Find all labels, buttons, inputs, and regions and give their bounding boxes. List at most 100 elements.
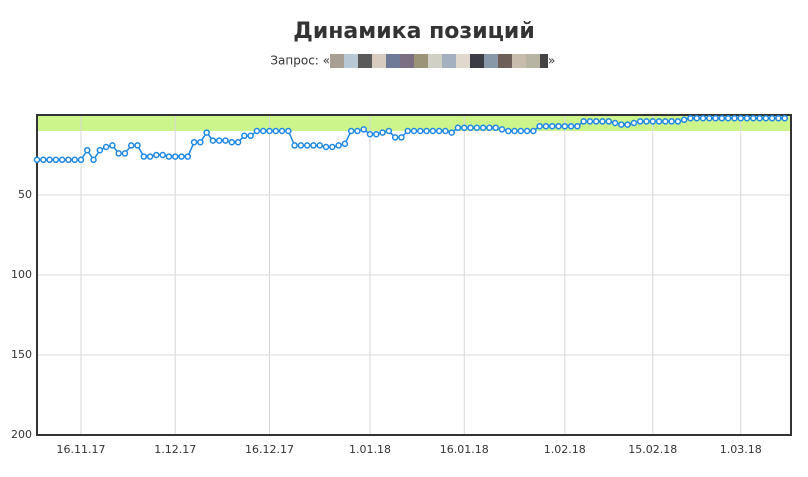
data-point [473, 124, 481, 132]
x-tick-label: 1.01.18 [349, 443, 391, 456]
data-point [511, 127, 518, 135]
data-point [58, 156, 66, 164]
data-point [115, 150, 122, 157]
data-point [662, 118, 669, 125]
data-point [354, 127, 361, 135]
data-point [222, 137, 229, 144]
data-point [724, 114, 732, 122]
data-point [310, 142, 317, 149]
y-tick-label: 100 [11, 268, 32, 281]
data-point [153, 151, 160, 159]
data-point [373, 130, 380, 138]
data-point [278, 127, 286, 135]
y-tick-label: 50 [18, 188, 32, 201]
data-point [542, 122, 550, 130]
data-point [592, 118, 600, 125]
data-point [461, 124, 468, 132]
data-point [762, 114, 770, 122]
redacted-query [330, 54, 548, 68]
data-point [718, 114, 726, 122]
data-point [680, 116, 688, 124]
data-point [454, 124, 462, 132]
data-point [743, 114, 751, 122]
data-point [687, 114, 694, 122]
data-point [347, 127, 355, 135]
y-tick-label: 200 [11, 428, 32, 441]
data-point [159, 151, 166, 159]
data-point [266, 127, 273, 135]
data-point [479, 124, 487, 132]
data-point [636, 118, 644, 125]
data-point [649, 118, 657, 125]
data-point [379, 129, 386, 136]
data-point [580, 118, 587, 125]
data-point [209, 137, 217, 144]
data-point [360, 126, 367, 133]
data-point [530, 127, 537, 135]
data-point [505, 127, 512, 135]
data-point [285, 127, 292, 135]
data-point [259, 127, 267, 135]
data-point [90, 156, 97, 164]
data-point [140, 153, 148, 160]
data-point [203, 129, 210, 136]
data-point [190, 138, 198, 146]
data-point [228, 138, 236, 146]
x-tick-label: 1.12.17 [154, 443, 196, 456]
chart-subtitle-end: » [548, 54, 555, 68]
data-point [435, 127, 443, 135]
data-point [40, 156, 47, 164]
data-point [674, 118, 682, 125]
data-point [706, 114, 713, 122]
data-point [693, 114, 700, 122]
data-point [366, 130, 374, 138]
data-point [329, 143, 336, 151]
data-point [498, 126, 506, 133]
data-point [178, 153, 185, 160]
data-point [599, 118, 606, 125]
x-tick-label: 1.03.18 [720, 443, 762, 456]
data-point [146, 153, 154, 160]
chart-subtitle: Запрос: « [270, 54, 330, 68]
data-point [391, 134, 399, 141]
data-point [291, 142, 298, 149]
data-point [605, 118, 613, 125]
data-point [668, 118, 675, 125]
data-point [567, 122, 575, 130]
data-point [297, 142, 305, 149]
x-tick-label: 16.01.18 [440, 443, 489, 456]
data-point [171, 153, 179, 160]
data-point [77, 156, 85, 164]
data-point [517, 127, 525, 135]
data-point [121, 150, 129, 157]
data-point [398, 134, 405, 141]
data-point [486, 124, 493, 132]
data-point [65, 156, 72, 164]
data-point [303, 142, 311, 149]
data-point [46, 156, 53, 164]
data-point [33, 156, 41, 164]
y-tick-label: 150 [11, 348, 32, 361]
data-point [215, 137, 223, 144]
data-point [335, 142, 342, 149]
data-point [756, 114, 763, 122]
data-point [492, 124, 499, 132]
data-point [234, 138, 242, 146]
data-point [84, 146, 91, 154]
data-point [184, 153, 192, 160]
data-point [385, 127, 393, 135]
data-point [71, 156, 78, 164]
data-point [52, 156, 60, 164]
data-point [247, 132, 254, 140]
data-point [316, 142, 323, 149]
data-point [128, 142, 135, 149]
data-point [561, 122, 569, 130]
data-point [775, 114, 782, 122]
data-point [253, 127, 261, 135]
data-point [341, 140, 349, 148]
data-point [643, 118, 650, 125]
data-point [272, 127, 280, 135]
data-point [102, 143, 110, 151]
data-point [655, 118, 663, 125]
